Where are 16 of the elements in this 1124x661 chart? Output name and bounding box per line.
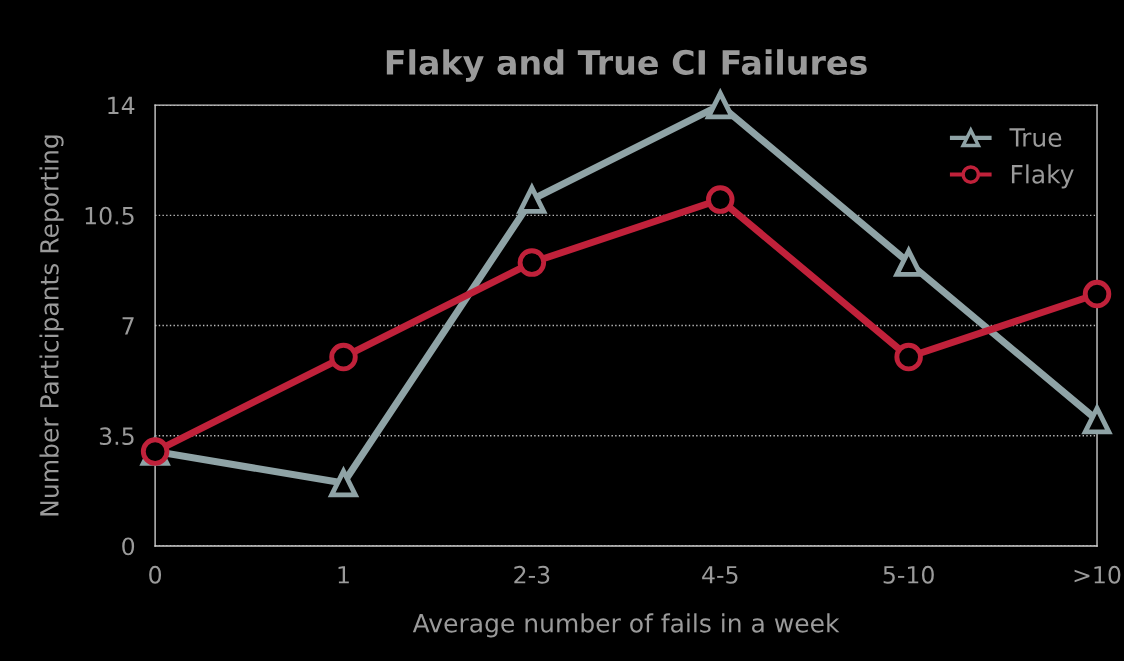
- x-tick-label: >10: [1074, 565, 1121, 584]
- legend-label: Flaky: [1011, 164, 1074, 189]
- x-axis-title: Average number of fails in a week: [412, 613, 840, 638]
- x-tick-label: 0: [149, 565, 162, 584]
- y-tick-label: 14: [108, 96, 135, 115]
- y-tick-label: 7: [122, 317, 134, 335]
- x-tick-label: 2-3: [514, 565, 550, 584]
- x-tick-label: 4-5: [702, 566, 738, 584]
- x-tick-label: 1: [338, 566, 349, 584]
- x-tick-label: 5-10: [883, 565, 934, 584]
- chart-title: Flaky and True CI Failures: [386, 49, 867, 82]
- y-axis-title: Number Participants Reporting: [39, 135, 64, 516]
- legend-label: True: [1009, 128, 1062, 147]
- y-tick-label: 3.5: [99, 427, 134, 446]
- y-tick-label: 0: [122, 537, 135, 556]
- y-tick-label: 10.5: [85, 206, 134, 225]
